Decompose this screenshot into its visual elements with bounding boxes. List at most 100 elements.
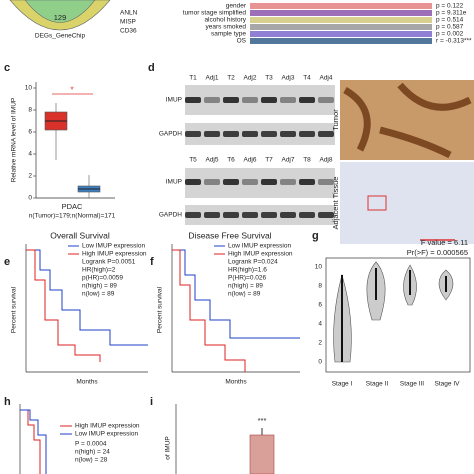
heat-row xyxy=(250,24,432,30)
band xyxy=(280,212,296,218)
lane-label: Adj2 xyxy=(243,75,256,82)
row-stat: p = 0.587 xyxy=(436,24,464,31)
row-stat: p = 0.122 xyxy=(436,3,464,10)
stat: n(low) = 89 xyxy=(228,291,261,298)
band xyxy=(185,97,201,103)
tissue: Adjacent Tissue xyxy=(331,177,340,230)
band xyxy=(261,212,277,218)
significance: *** xyxy=(258,416,267,425)
panel-g: g F value = 6.11 Pr(>F) = 0.000565 0 2 4 6 8… xyxy=(312,230,471,388)
y-tick-label: 6 xyxy=(28,129,32,136)
lane-label: T4 xyxy=(303,75,311,82)
y-label: Percent survival xyxy=(11,286,18,333)
category: PDAC xyxy=(62,202,83,211)
y-tick-label: 8 xyxy=(318,283,322,290)
stat: Pr(>F) = 0.000565 xyxy=(407,248,468,257)
panel-label: d xyxy=(148,62,155,74)
band xyxy=(318,97,334,103)
lane-label: Adj8 xyxy=(319,157,332,164)
lane-label: T7 xyxy=(265,157,273,164)
stat: n(low) = 28 xyxy=(75,457,108,464)
heat-row xyxy=(250,10,432,16)
lane-label: T1 xyxy=(189,75,197,82)
heat-row xyxy=(250,3,432,9)
band xyxy=(185,131,201,137)
band xyxy=(185,179,201,185)
lane-label: Adj3 xyxy=(281,75,294,82)
lane-label: Adj6 xyxy=(243,157,256,164)
stat: n(high) = 89 xyxy=(82,283,117,290)
panel-label: e xyxy=(4,256,10,268)
band xyxy=(318,131,334,137)
stat: F value = 6.11 xyxy=(421,238,468,247)
significance: * xyxy=(70,84,74,94)
gene: ANLN xyxy=(120,10,138,17)
heat-row xyxy=(250,38,432,44)
x-label: Months xyxy=(76,379,98,386)
band xyxy=(318,179,334,185)
protein: IMUP xyxy=(166,97,182,104)
caption: DEGs_GeneChip xyxy=(35,33,86,40)
band xyxy=(242,179,258,185)
protein: GAPDH xyxy=(159,212,182,219)
panel-label: h xyxy=(4,396,11,408)
y-label: Relative mRNA level of IMUP xyxy=(11,98,18,183)
band xyxy=(280,131,296,137)
lane-label: Adj4 xyxy=(319,75,332,82)
band xyxy=(223,212,239,218)
legend-entry: Low IMUP expression xyxy=(75,431,138,438)
row-stat: p = 0.002 xyxy=(436,31,464,38)
band xyxy=(280,97,296,103)
band xyxy=(299,131,315,137)
stat: n(high) = 89 xyxy=(228,283,263,290)
y-tick-label: 0 xyxy=(318,359,322,366)
band xyxy=(204,179,220,185)
gene: MISP xyxy=(120,19,136,26)
band xyxy=(223,179,239,185)
panel-label: c xyxy=(4,62,10,74)
stat: n(high) = 24 xyxy=(75,449,110,456)
panel-d: d IMUP GAPDH IMUP GAPDH Tumor Adjacent T… xyxy=(148,62,474,244)
row-label: sample type xyxy=(211,31,246,38)
lane-label: Adj1 xyxy=(205,75,218,82)
lane-label: T5 xyxy=(189,157,197,164)
panel-f: f Disease Free Survival Percent survival… xyxy=(150,230,300,386)
x-tick-label: Stage II xyxy=(366,381,389,388)
panel-e: e Overall Survival Percent survival Mont… xyxy=(4,230,148,386)
band xyxy=(204,97,220,103)
panel-label: f xyxy=(150,256,154,268)
gene: CD36 xyxy=(120,28,137,35)
band xyxy=(204,212,220,218)
lane-label: T3 xyxy=(265,75,273,82)
lane-label: T6 xyxy=(227,157,235,164)
lane-label: Adj5 xyxy=(205,157,218,164)
panel-i: i of IMUP *** xyxy=(150,396,275,474)
band xyxy=(223,97,239,103)
panel-label: i xyxy=(150,396,153,408)
row-label: years smoked xyxy=(206,24,247,31)
legend-entry: High IMUP expression xyxy=(75,423,140,430)
band xyxy=(261,179,277,185)
stat: HR(high)=2 xyxy=(82,267,116,274)
row-stat: p = 0.514 xyxy=(436,17,464,24)
y-tick-label: 10 xyxy=(315,264,323,271)
panel-b: gender p = 0.122 tumor stage simplified p =… xyxy=(183,3,472,45)
panel-a: 129 DEGs_GeneChip ANLN MISP CD36 xyxy=(9,0,138,40)
y-tick-label: 2 xyxy=(28,173,32,180)
tissue: Tumor xyxy=(331,109,340,131)
title: Overall Survival xyxy=(50,230,110,240)
row-stat: r = -0.313*** xyxy=(436,38,472,45)
stat: n(low) = 89 xyxy=(82,291,115,298)
heat-row xyxy=(250,31,432,37)
band xyxy=(242,212,258,218)
row-label: OS xyxy=(237,38,247,45)
legend-entry: High IMUP expression xyxy=(228,251,293,258)
band xyxy=(318,212,334,218)
venn xyxy=(24,0,96,23)
band xyxy=(261,97,277,103)
band xyxy=(242,97,258,103)
ihc-adjacent xyxy=(340,162,474,244)
stat: HR(high)=1.6 xyxy=(228,267,267,274)
x-tick-label: Stage IV xyxy=(435,381,461,388)
